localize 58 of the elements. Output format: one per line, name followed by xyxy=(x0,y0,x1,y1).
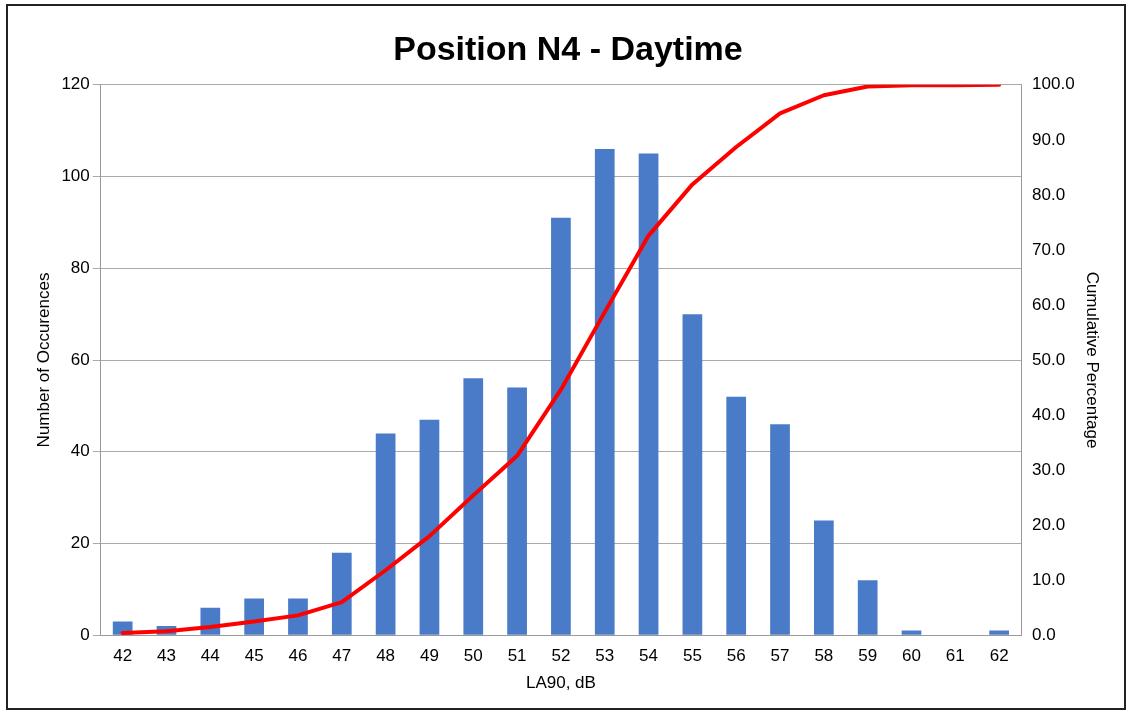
y-tick-label: 0 xyxy=(80,624,90,644)
x-tick-label: 49 xyxy=(419,646,439,666)
bar xyxy=(551,217,571,635)
x-tick-label: 45 xyxy=(244,646,264,666)
y-tick-label: 100 xyxy=(61,166,90,186)
x-tick-label: 56 xyxy=(726,646,746,666)
y2-tick-label: 70.0 xyxy=(1032,239,1066,259)
bar xyxy=(594,149,615,635)
x-tick-label: 57 xyxy=(770,646,790,666)
x-tick-label: 46 xyxy=(288,646,308,666)
y-tick-label: 40 xyxy=(70,441,90,461)
x-tick-label: 54 xyxy=(639,646,659,666)
x-tick-label: 60 xyxy=(902,646,921,666)
bar xyxy=(638,153,659,635)
chart-title: Position N4 - Daytime xyxy=(393,28,743,67)
y2-axis-title: Cumulative Percentage xyxy=(1083,271,1103,449)
y2-tick-label: 60.0 xyxy=(1032,294,1066,314)
bar xyxy=(507,387,527,635)
bar xyxy=(419,419,440,635)
x-tick-label: 58 xyxy=(814,646,834,666)
y-tick-label: 80 xyxy=(70,257,90,277)
y2-tick-label: 90.0 xyxy=(1032,129,1066,149)
y-tick-label: 20 xyxy=(70,533,90,553)
y2-tick-label: 100.0 xyxy=(1032,74,1075,94)
x-tick-label: 55 xyxy=(682,646,702,666)
bar xyxy=(682,314,703,635)
y2-tick-label: 20.0 xyxy=(1032,514,1066,534)
bar xyxy=(901,630,922,635)
x-tick-label: 61 xyxy=(945,646,965,666)
bar xyxy=(857,580,878,635)
x-tick-label: 50 xyxy=(463,646,483,666)
x-tick-label: 51 xyxy=(507,646,527,666)
y-axis-title: Number of Occurences xyxy=(33,272,53,448)
x-axis-title: LA90, dB xyxy=(525,673,596,693)
bar xyxy=(726,396,747,635)
bar xyxy=(463,378,484,635)
bar xyxy=(770,424,790,635)
x-tick-label: 62 xyxy=(989,646,1009,666)
bar xyxy=(375,433,396,635)
x-tick-label: 53 xyxy=(595,646,615,666)
y2-tick-label: 10.0 xyxy=(1032,569,1066,589)
bar xyxy=(813,520,834,635)
x-tick-label: 59 xyxy=(858,646,878,666)
y2-tick-label: 0.0 xyxy=(1032,624,1056,644)
bar xyxy=(989,630,1010,635)
bar xyxy=(331,552,352,635)
y-tick-label: 60 xyxy=(70,349,90,369)
x-tick-label: 44 xyxy=(200,646,220,666)
x-tick-label: 42 xyxy=(113,646,133,666)
x-tick-label: 47 xyxy=(332,646,352,666)
y-tick-label: 120 xyxy=(61,74,90,94)
y2-tick-label: 30.0 xyxy=(1032,459,1066,479)
y2-tick-label: 80.0 xyxy=(1032,184,1066,204)
x-tick-label: 52 xyxy=(551,646,571,666)
x-tick-label: 43 xyxy=(157,646,176,666)
x-tick-label: 48 xyxy=(376,646,396,666)
y2-tick-label: 50.0 xyxy=(1032,349,1066,369)
y2-tick-label: 40.0 xyxy=(1032,404,1066,424)
